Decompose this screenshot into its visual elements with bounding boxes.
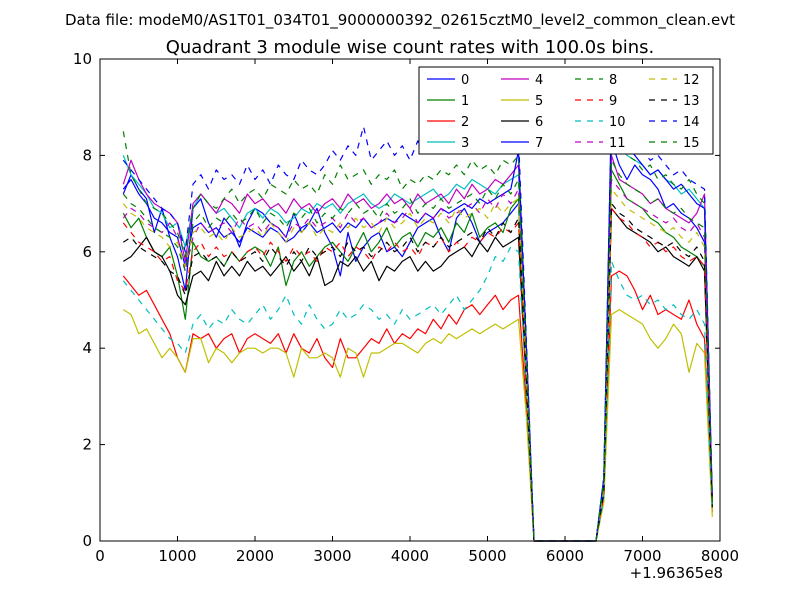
legend-box: [418, 66, 714, 155]
suptitle: Data file: modeM0/AS1T01_034T01_90000003…: [65, 11, 735, 30]
legend-label-10: 10: [609, 115, 626, 130]
x-tick-label: 8000: [701, 547, 739, 565]
series-line-4: [122, 154, 713, 542]
x-tick-label: 1000: [158, 547, 196, 565]
legend-label-11: 11: [609, 136, 626, 151]
y-tick-label: 4: [82, 339, 92, 357]
legend-label-6: 6: [535, 115, 543, 130]
legend-label-13: 13: [683, 94, 700, 109]
legend-label-8: 8: [609, 73, 617, 88]
legend-label-3: 3: [461, 136, 469, 151]
legend-label-4: 4: [535, 73, 543, 88]
x-tick-label: 7000: [623, 547, 661, 565]
series-line-15: [122, 159, 713, 542]
x-offset-label: +1.96365e8: [630, 564, 723, 582]
series-line-12: [122, 188, 713, 542]
x-tick-label: 4000: [391, 547, 429, 565]
series-line-9: [122, 207, 713, 542]
legend-label-2: 2: [461, 115, 469, 130]
chart-title: Quadrant 3 module wise count rates with …: [166, 37, 655, 58]
x-tick-label: 6000: [546, 547, 584, 565]
legend-label-12: 12: [683, 73, 700, 88]
series-line-10: [122, 246, 713, 542]
series-line-11: [122, 178, 713, 542]
legend-label-1: 1: [461, 94, 469, 109]
legend-label-14: 14: [683, 115, 700, 130]
legend-label-5: 5: [535, 94, 543, 109]
legend-label-0: 0: [461, 73, 469, 88]
y-tick-label: 8: [82, 146, 92, 164]
x-tick-label: 0: [95, 547, 105, 565]
x-tick-label: 2000: [236, 547, 274, 565]
y-tick-label: 0: [82, 532, 92, 550]
y-tick-label: 2: [82, 436, 92, 454]
series-line-13: [122, 203, 713, 542]
x-tick-label: 3000: [313, 547, 351, 565]
legend-label-9: 9: [609, 94, 617, 109]
legend-label-7: 7: [535, 136, 543, 151]
series-line-8: [122, 130, 713, 542]
series-line-5: [122, 309, 713, 542]
y-tick-label: 10: [73, 50, 92, 68]
x-tick-label: 5000: [468, 547, 506, 565]
y-tick-label: 6: [82, 243, 92, 261]
legend-label-15: 15: [683, 136, 700, 151]
series-line-2: [122, 270, 713, 542]
